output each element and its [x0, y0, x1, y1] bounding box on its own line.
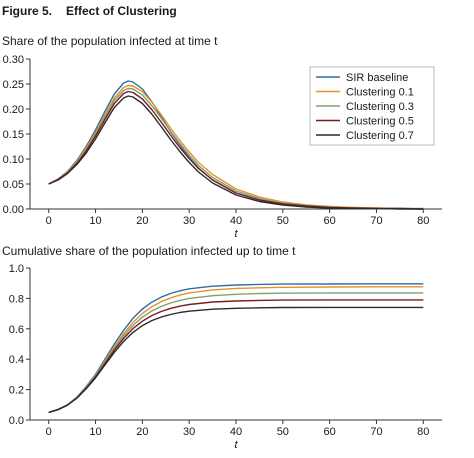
y-tick-label: 0.20: [3, 104, 24, 116]
series-line-clustering-0-7: [48, 306, 424, 414]
x-tick-label: 50: [277, 215, 289, 227]
x-tick-label: 0: [46, 215, 52, 227]
legend-label: Clustering 0.7: [346, 130, 414, 142]
series-line-clustering-0-1: [48, 286, 424, 414]
x-tick-label: 60: [324, 426, 336, 438]
x-tick-label: 30: [183, 426, 195, 438]
y-tick-label: 0.0: [9, 415, 24, 427]
legend-item-clustering-0-1: Clustering 0.1: [316, 87, 414, 99]
legend-label: Clustering 0.3: [346, 101, 414, 113]
x-tick-label: 0: [46, 426, 52, 438]
x-tick-label: 10: [89, 215, 101, 227]
x-tick: 80: [417, 209, 429, 227]
chart-1-title: Share of the population infected at time…: [2, 34, 218, 48]
x-tick-label: 70: [370, 426, 382, 438]
y-tick-label: 0.25: [3, 79, 24, 91]
x-tick: 70: [370, 209, 383, 227]
series-line-clustering-0-5: [48, 90, 424, 210]
y-tick: 0.30: [3, 54, 30, 66]
chart-1: 0.00 0.05 0.10 0.15 0.20 0.25 0.30 0 10 20 30 40 50 6…: [3, 54, 442, 240]
x-tick-label: 70: [370, 215, 382, 227]
series-line-clustering-0-5: [48, 299, 424, 414]
x-tick: 60: [324, 420, 336, 438]
x-tick: 30: [183, 209, 195, 227]
y-tick-label: 0.4: [9, 354, 24, 366]
y-tick-label: 1.0: [9, 263, 24, 275]
legend-item-clustering-0-5: Clustering 0.5: [316, 116, 414, 128]
x-tick: 80: [417, 420, 429, 438]
x-tick: 40: [230, 420, 242, 438]
y-tick: 0.0: [9, 415, 30, 427]
y-tick: 0.15: [3, 129, 30, 141]
chart-2: 0.0 0.2 0.4 0.6 0.8 1.0 0 10 20 30 40 50 60 70 80 t: [9, 263, 442, 451]
y-tick-label: 0.2: [9, 385, 24, 397]
x-tick: 10: [89, 420, 102, 438]
x-tick: 50: [277, 420, 289, 438]
x-tick: 0: [46, 209, 52, 227]
y-tick: 0.05: [3, 179, 30, 191]
legend: SIR baseline Clustering 0.1 Clustering 0.3…: [309, 66, 435, 146]
x-tick-label: 50: [277, 426, 289, 438]
x-tick-label: 10: [89, 426, 101, 438]
legend-label: SIR baseline: [346, 72, 408, 84]
y-tick-label: 0.05: [3, 179, 24, 191]
y-tick-label: 0.8: [9, 293, 24, 305]
legend-label: Clustering 0.1: [346, 87, 414, 99]
x-tick: 50: [277, 209, 289, 227]
x-tick: 20: [136, 209, 148, 227]
x-tick: 60: [324, 209, 336, 227]
x-tick: 0: [46, 420, 52, 438]
legend-item-clustering-0-3: Clustering 0.3: [316, 101, 414, 113]
x-tick-label: 40: [230, 426, 242, 438]
y-tick: 0.6: [9, 324, 30, 336]
x-axis-label: t: [234, 228, 238, 240]
y-tick: 0.00: [3, 204, 30, 216]
x-tick-label: 30: [183, 215, 195, 227]
x-tick: 10: [89, 209, 102, 227]
x-tick: 20: [136, 420, 148, 438]
x-tick: 40: [230, 209, 242, 227]
legend-label: Clustering 0.5: [346, 116, 414, 128]
y-tick-label: 0.10: [3, 154, 24, 166]
series-line-clustering-0-3: [48, 292, 424, 414]
figure-number: Figure 5.: [2, 4, 53, 18]
y-tick: 0.4: [9, 354, 30, 366]
y-tick: 0.25: [3, 79, 30, 91]
x-tick-label: 80: [417, 215, 429, 227]
x-tick-label: 40: [230, 215, 242, 227]
chart-2-title: Cumulative share of the population infec…: [2, 244, 296, 258]
x-axis-label: t: [234, 439, 238, 451]
y-tick: 1.0: [9, 263, 30, 275]
y-tick-label: 0.15: [3, 129, 24, 141]
y-tick: 0.8: [9, 293, 30, 305]
legend-item-sir-baseline: SIR baseline: [316, 72, 408, 84]
y-tick: 0.10: [3, 154, 30, 166]
series-line-clustering-0-7: [48, 95, 424, 210]
y-tick: 0.2: [9, 385, 30, 397]
x-tick-label: 20: [136, 215, 148, 227]
x-tick: 30: [183, 420, 195, 438]
y-tick: 0.20: [3, 104, 30, 116]
x-tick-label: 20: [136, 426, 148, 438]
figure-name: Effect of Clustering: [66, 4, 177, 18]
x-tick-label: 60: [324, 215, 336, 227]
figure-title: Figure 5. Effect of Clustering: [2, 4, 191, 18]
legend-item-clustering-0-7: Clustering 0.7: [316, 130, 414, 142]
y-tick-label: 0.6: [9, 324, 24, 336]
x-tick-label: 80: [417, 426, 429, 438]
y-tick-label: 0.00: [3, 204, 24, 216]
series-line-sir-baseline: [48, 283, 424, 414]
x-tick: 70: [370, 420, 383, 438]
y-tick-label: 0.30: [3, 54, 24, 66]
